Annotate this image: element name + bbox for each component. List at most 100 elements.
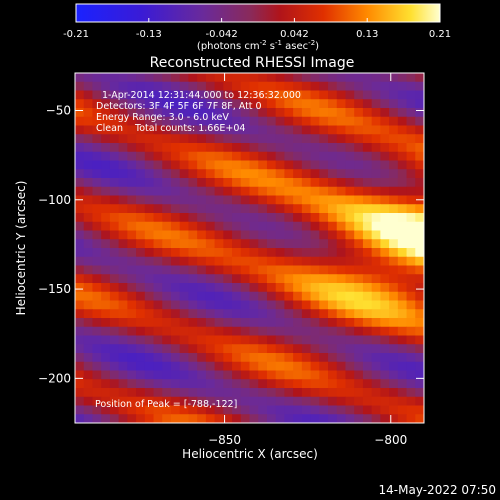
heatmap-cell (301, 213, 312, 223)
heatmap-cell (354, 309, 364, 319)
heatmap-cell (266, 291, 277, 301)
heatmap-cell (205, 221, 216, 231)
heatmap-cell (284, 186, 294, 196)
heatmap-cell (127, 326, 137, 336)
heatmap-cell (214, 318, 224, 328)
heatmap-cell (293, 396, 303, 406)
heatmap-cell (389, 134, 399, 144)
heatmap-cell (127, 405, 137, 415)
heatmap-cell (406, 388, 416, 398)
heatmap-cell (127, 221, 137, 231)
heatmap-cell (310, 169, 320, 179)
heatmap-cell (275, 396, 285, 406)
heatmap-cell (197, 256, 207, 266)
heatmap-cell (144, 274, 155, 284)
heatmap-cell (284, 90, 294, 100)
heatmap-cell (83, 213, 93, 223)
heatmap-cell (371, 204, 381, 214)
heatmap-cell (188, 353, 198, 363)
heatmap-cell (284, 108, 294, 118)
heatmap-cell (328, 90, 338, 100)
heatmap-cell (144, 99, 155, 109)
heatmap-cell (301, 204, 312, 214)
heatmap-cell (223, 125, 233, 135)
heatmap-cell (153, 221, 163, 231)
heatmap-cell (153, 379, 163, 389)
heatmap-cell (83, 309, 93, 319)
heatmap-cell (362, 265, 373, 275)
heatmap-cell (179, 213, 189, 223)
heatmap-cell (136, 326, 146, 336)
heatmap-cell (266, 178, 277, 188)
heatmap-cell (336, 178, 346, 188)
heatmap-cell (240, 274, 250, 284)
heatmap-cell (389, 318, 399, 328)
heatmap-cell (153, 160, 163, 170)
heatmap-cell (144, 108, 155, 118)
heatmap-cell (266, 414, 277, 424)
heatmap-cell (118, 169, 128, 179)
heatmap-cell (249, 361, 259, 371)
heatmap-cell (118, 90, 128, 100)
heatmap-cell (362, 195, 373, 205)
heatmap-cell (223, 274, 233, 284)
heatmap-cell (310, 379, 320, 389)
heatmap-cell (223, 291, 233, 301)
heatmap-cell (336, 213, 346, 223)
heatmap-cell (336, 379, 346, 389)
heatmap-cell (275, 291, 285, 301)
heatmap-cell (310, 186, 320, 196)
heatmap-cell (284, 370, 294, 380)
heatmap-cell (136, 239, 146, 249)
heatmap-cell (328, 370, 338, 380)
heatmap-cell (232, 116, 242, 126)
heatmap-cell (214, 81, 224, 91)
heatmap-cell (232, 178, 242, 188)
colorbar-tick-label: 0.13 (356, 29, 378, 40)
heatmap-cell (214, 99, 224, 109)
heatmap-cell (371, 274, 381, 284)
heatmap-cell (118, 405, 128, 415)
heatmap-cell (336, 90, 346, 100)
heatmap-cell (362, 204, 373, 214)
heatmap-cell (118, 353, 128, 363)
heatmap-cell (266, 213, 277, 223)
heatmap-cell (380, 379, 390, 389)
heatmap-cell (380, 99, 390, 109)
heatmap-cell (109, 230, 120, 240)
heatmap-cell (144, 186, 155, 196)
heatmap-cell (380, 230, 390, 240)
heatmap-cell (258, 283, 268, 293)
heatmap-cell (144, 134, 155, 144)
heatmap-cell (127, 160, 137, 170)
heatmap-cell (144, 151, 155, 161)
heatmap-cell (275, 81, 285, 91)
heatmap-cell (328, 291, 338, 301)
heatmap-cell (301, 248, 312, 258)
heatmap-cell (380, 169, 390, 179)
heatmap-cell (371, 405, 381, 415)
heatmap-cell (127, 143, 137, 153)
heatmap-cell (109, 73, 120, 83)
heatmap-cell (83, 335, 93, 345)
heatmap-cell (389, 335, 399, 345)
heatmap-cell (266, 186, 277, 196)
heatmap-cell (266, 309, 277, 319)
heatmap-cell (389, 300, 399, 310)
heatmap-cell (197, 116, 207, 126)
heatmap-cell (162, 335, 172, 345)
heatmap-cell (328, 178, 338, 188)
heatmap-cell (249, 335, 259, 345)
heatmap-cell (380, 108, 390, 118)
heatmap-cell (345, 283, 355, 293)
heatmap-cell (371, 195, 381, 205)
heatmap-cell (75, 318, 85, 328)
heatmap-cell (75, 370, 85, 380)
heatmap-cell (319, 116, 329, 126)
heatmap-cell (380, 300, 390, 310)
heatmap-cell (136, 186, 146, 196)
heatmap-cell (354, 151, 364, 161)
heatmap-cell (310, 204, 320, 214)
heatmap-cell (101, 396, 111, 406)
heatmap-cell (188, 274, 198, 284)
